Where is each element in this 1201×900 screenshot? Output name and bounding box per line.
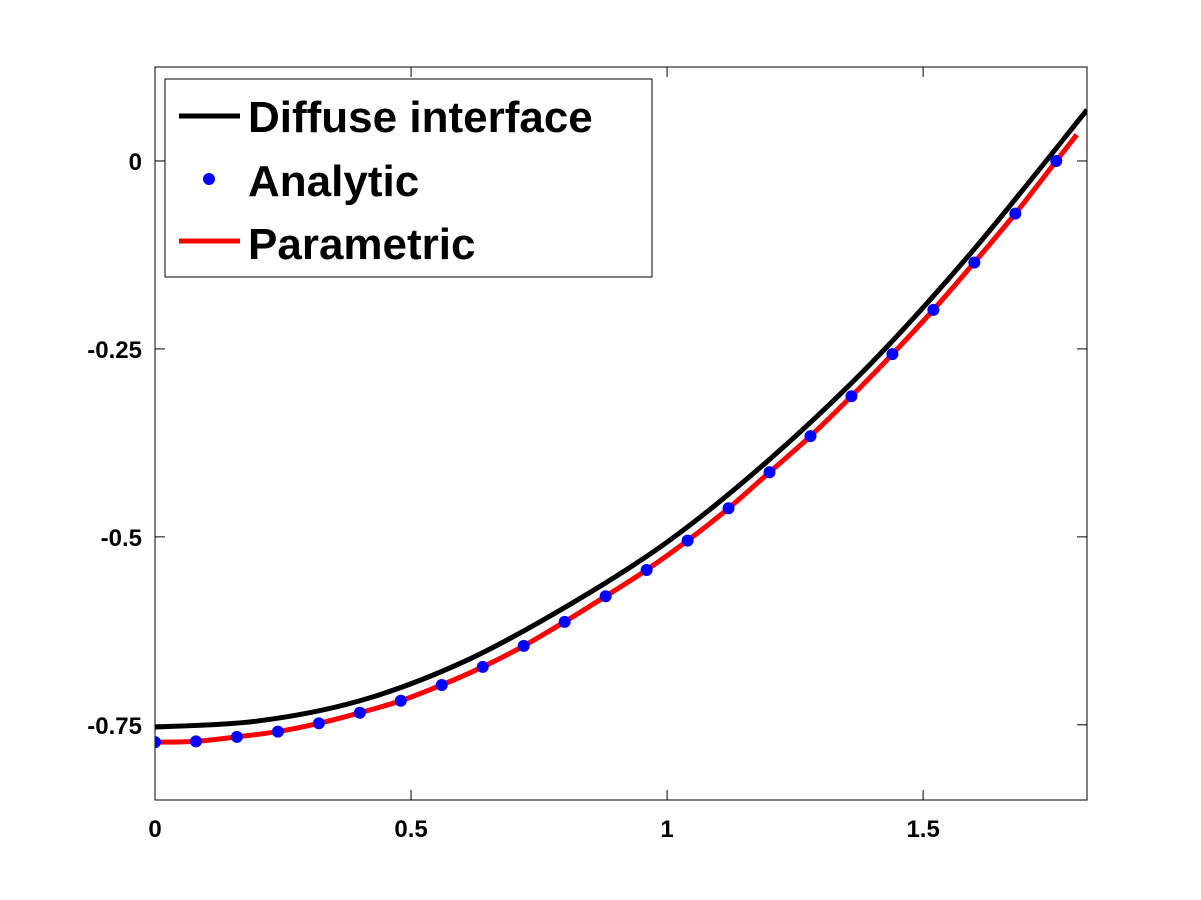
- y-tick-label: -0.5: [101, 525, 142, 552]
- legend-label-parametric: Parametric: [248, 220, 475, 269]
- data-point-analytic: [230, 730, 243, 743]
- data-point-analytic: [681, 534, 694, 547]
- data-point-analytic: [599, 590, 612, 603]
- data-point-analytic: [927, 303, 940, 316]
- data-point-analytic: [435, 678, 448, 691]
- legend-label-analytic: Analytic: [248, 157, 419, 206]
- y-tick-label: 0: [129, 149, 142, 176]
- data-point-analytic: [1050, 154, 1063, 167]
- data-point-analytic: [558, 615, 571, 628]
- series-layer: [155, 108, 1087, 749]
- data-point-analytic: [1009, 207, 1022, 220]
- data-point-analytic: [271, 725, 284, 738]
- data-point-analytic: [517, 639, 530, 652]
- x-tick-label: 1: [660, 816, 673, 843]
- legend-box: [164, 78, 653, 278]
- data-point-analytic: [968, 256, 981, 269]
- data-point-analytic: [476, 660, 489, 673]
- data-point-analytic: [886, 348, 899, 361]
- legend-label-diffuse-interface: Diffuse interface: [248, 93, 593, 142]
- axis-ticks: 0 0.5 1 1.5 0 -0.25 -0.5 -0.75: [87, 67, 1087, 843]
- data-point-analytic: [189, 735, 202, 748]
- x-tick-label: 0: [148, 816, 161, 843]
- data-point-analytic: [640, 563, 653, 576]
- series-line-diffuse-interface: [155, 108, 1087, 730]
- data-point-analytic: [722, 502, 735, 515]
- legend-marker-analytic: [203, 173, 215, 185]
- x-tick-label: 1.5: [906, 816, 939, 843]
- data-point-analytic: [312, 717, 325, 730]
- data-point-analytic: [394, 694, 407, 707]
- data-point-analytic: [353, 706, 366, 719]
- y-tick-label: -0.75: [87, 713, 142, 740]
- data-point-analytic: [155, 736, 161, 749]
- legend: Diffuse interface Analytic Parametric: [164, 78, 653, 278]
- data-point-analytic: [763, 466, 776, 479]
- x-tick-label: 0.5: [394, 816, 427, 843]
- y-tick-label: -0.25: [87, 337, 142, 364]
- data-point-analytic: [804, 430, 817, 443]
- data-point-analytic: [845, 390, 858, 403]
